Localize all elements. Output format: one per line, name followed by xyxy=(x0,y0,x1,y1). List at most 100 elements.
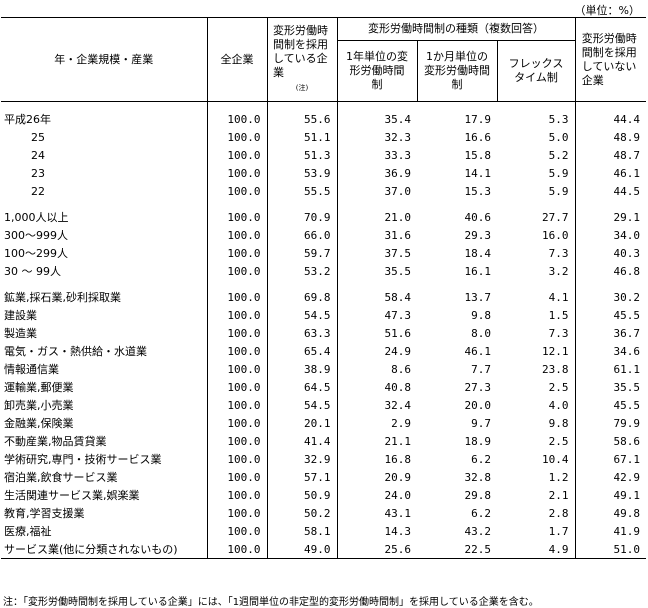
table-row: 教育,学習支援業 100.0 50.2 43.1 6.2 2.8 49.8 xyxy=(1,504,646,522)
row-label: 300～999人 xyxy=(4,229,68,242)
value-cell: 100.0 xyxy=(206,378,267,396)
table-row: 100～299人 100.0 59.7 37.5 18.4 7.3 40.3 xyxy=(1,244,646,262)
unit-label: （単位：%） xyxy=(574,4,640,17)
spacer-cell xyxy=(206,280,267,288)
footnote: 注：「変形労働時間制を採用している企業」には、「1週間単位の非定型的変形労働時間… xyxy=(3,597,539,608)
row-label: 23 xyxy=(31,166,45,180)
value-cell: 25.6 xyxy=(336,540,417,559)
value-cell: 1.5 xyxy=(548,308,569,322)
value-cell: 21.0 xyxy=(336,208,417,226)
spacer-cell xyxy=(206,101,267,110)
spacer-cell xyxy=(497,102,575,111)
table-row: 平成26年 100.0 55.6 35.4 17.9 5.3 44.4 xyxy=(1,110,646,128)
value-cell: 79.9 xyxy=(574,414,646,432)
value-cell: 50.2 xyxy=(266,504,337,522)
value-cell: 22.5 xyxy=(417,540,497,559)
value-cell: 24.9 xyxy=(336,342,417,360)
value-cell: 58.4 xyxy=(336,288,417,306)
value-cell: 100.0 xyxy=(206,164,267,182)
value-cell: 54.5 xyxy=(266,306,337,324)
value-cell: 49.1 xyxy=(574,486,646,504)
value-cell: 16.0 xyxy=(542,228,569,242)
value-cell: 46.1 xyxy=(574,164,646,182)
value-cell: 27.7 xyxy=(542,210,569,224)
row-label: 1,000人以上 xyxy=(4,211,69,224)
row-label: 教育,学習支援業 xyxy=(4,507,85,520)
header-group: 変形労働時間制の種類（複数回答） xyxy=(336,17,576,41)
spacer-cell xyxy=(497,200,575,208)
value-cell: 6.2 xyxy=(471,452,491,466)
table-row: 金融業,保険業 100.0 20.1 2.9 9.7 9.8 79.9 xyxy=(1,414,646,432)
header-yearly-text: 1年単位の変形労働時間制 xyxy=(346,50,408,91)
header-adopting-text: 変形労働時間制を採用している企業 xyxy=(273,24,328,79)
value-cell: 66.0 xyxy=(266,226,337,244)
header-monthly: 1か月単位の変形労働時間制 xyxy=(416,40,497,102)
value-cell: 100.0 xyxy=(206,324,267,342)
value-cell: 15.3 xyxy=(464,184,492,198)
value-cell: 7.3 xyxy=(548,246,569,260)
value-cell: 15.8 xyxy=(464,148,492,162)
value-cell: 2.5 xyxy=(548,380,569,394)
value-cell: 24.0 xyxy=(336,486,417,504)
value-cell: 54.5 xyxy=(266,396,337,414)
header-row-label: 年・企業規模・産業 xyxy=(1,17,207,102)
value-cell: 53.2 xyxy=(266,262,337,280)
value-cell: 4.0 xyxy=(548,398,569,412)
value-cell: 44.5 xyxy=(574,182,646,200)
value-cell: 14.1 xyxy=(464,166,492,180)
table-row: 建設業 100.0 54.5 47.3 9.8 1.5 45.5 xyxy=(1,306,646,324)
value-cell: 58.6 xyxy=(574,432,646,450)
value-cell: 40.3 xyxy=(574,244,646,262)
value-cell: 51.6 xyxy=(336,324,417,342)
value-cell: 29.8 xyxy=(464,488,492,502)
value-cell: 14.3 xyxy=(336,522,417,540)
value-cell: 9.8 xyxy=(471,308,491,322)
value-cell: 100.0 xyxy=(206,306,267,324)
header-flex-text: フレックスタイム制 xyxy=(508,57,564,84)
header-flex: フレックスタイム制 xyxy=(496,40,576,102)
value-cell: 37.0 xyxy=(336,182,417,200)
value-cell: 12.1 xyxy=(542,344,569,358)
value-cell: 63.3 xyxy=(266,324,337,342)
value-cell: 20.1 xyxy=(266,414,337,432)
row-label: 鉱業,採石業,砂利採取業 xyxy=(4,291,121,304)
value-cell: 53.9 xyxy=(266,164,337,182)
value-cell: 64.5 xyxy=(266,378,337,396)
value-cell: 100.0 xyxy=(206,208,267,226)
header-yearly: 1年単位の変形労働時間制 xyxy=(336,40,417,102)
value-cell: 100.0 xyxy=(206,468,267,486)
table-row: 電気・ガス・熱供給・水道業 100.0 65.4 24.9 46.1 12.1 34.6 xyxy=(1,342,646,360)
value-cell: 100.0 xyxy=(206,262,267,280)
row-label: 卸売業,小売業 xyxy=(4,399,74,412)
value-cell: 5.9 xyxy=(548,184,569,198)
value-cell: 4.1 xyxy=(548,290,569,304)
value-cell: 7.7 xyxy=(471,362,491,376)
spacer-row xyxy=(1,101,646,111)
table-row: 運輸業,郵便業 100.0 64.5 40.8 27.3 2.5 35.5 xyxy=(1,378,646,396)
value-cell: 100.0 xyxy=(206,128,267,146)
value-cell: 51.0 xyxy=(574,540,646,559)
value-cell: 57.1 xyxy=(266,468,337,486)
spacer-cell xyxy=(497,280,575,288)
value-cell: 48.7 xyxy=(574,146,646,164)
value-cell: 35.5 xyxy=(336,262,417,280)
value-cell: 21.1 xyxy=(336,432,417,450)
value-cell: 45.5 xyxy=(574,306,646,324)
value-cell: 100.0 xyxy=(206,396,267,414)
value-cell: 32.9 xyxy=(266,450,337,468)
value-cell: 100.0 xyxy=(206,244,267,262)
value-cell: 13.7 xyxy=(464,290,492,304)
value-cell: 5.9 xyxy=(548,166,569,180)
value-cell: 5.3 xyxy=(548,112,569,126)
value-cell: 9.8 xyxy=(548,416,569,430)
value-cell: 100.0 xyxy=(206,432,267,450)
value-cell: 34.0 xyxy=(574,226,646,244)
value-cell: 18.4 xyxy=(464,246,492,260)
value-cell: 1.7 xyxy=(548,524,569,538)
spacer-row xyxy=(1,280,646,288)
row-label: 30 ～ 99人 xyxy=(4,265,61,278)
header-all: 全企業 xyxy=(206,17,267,102)
value-cell: 41.4 xyxy=(266,432,337,450)
value-cell: 20.0 xyxy=(464,398,492,412)
value-cell: 32.3 xyxy=(336,128,417,146)
